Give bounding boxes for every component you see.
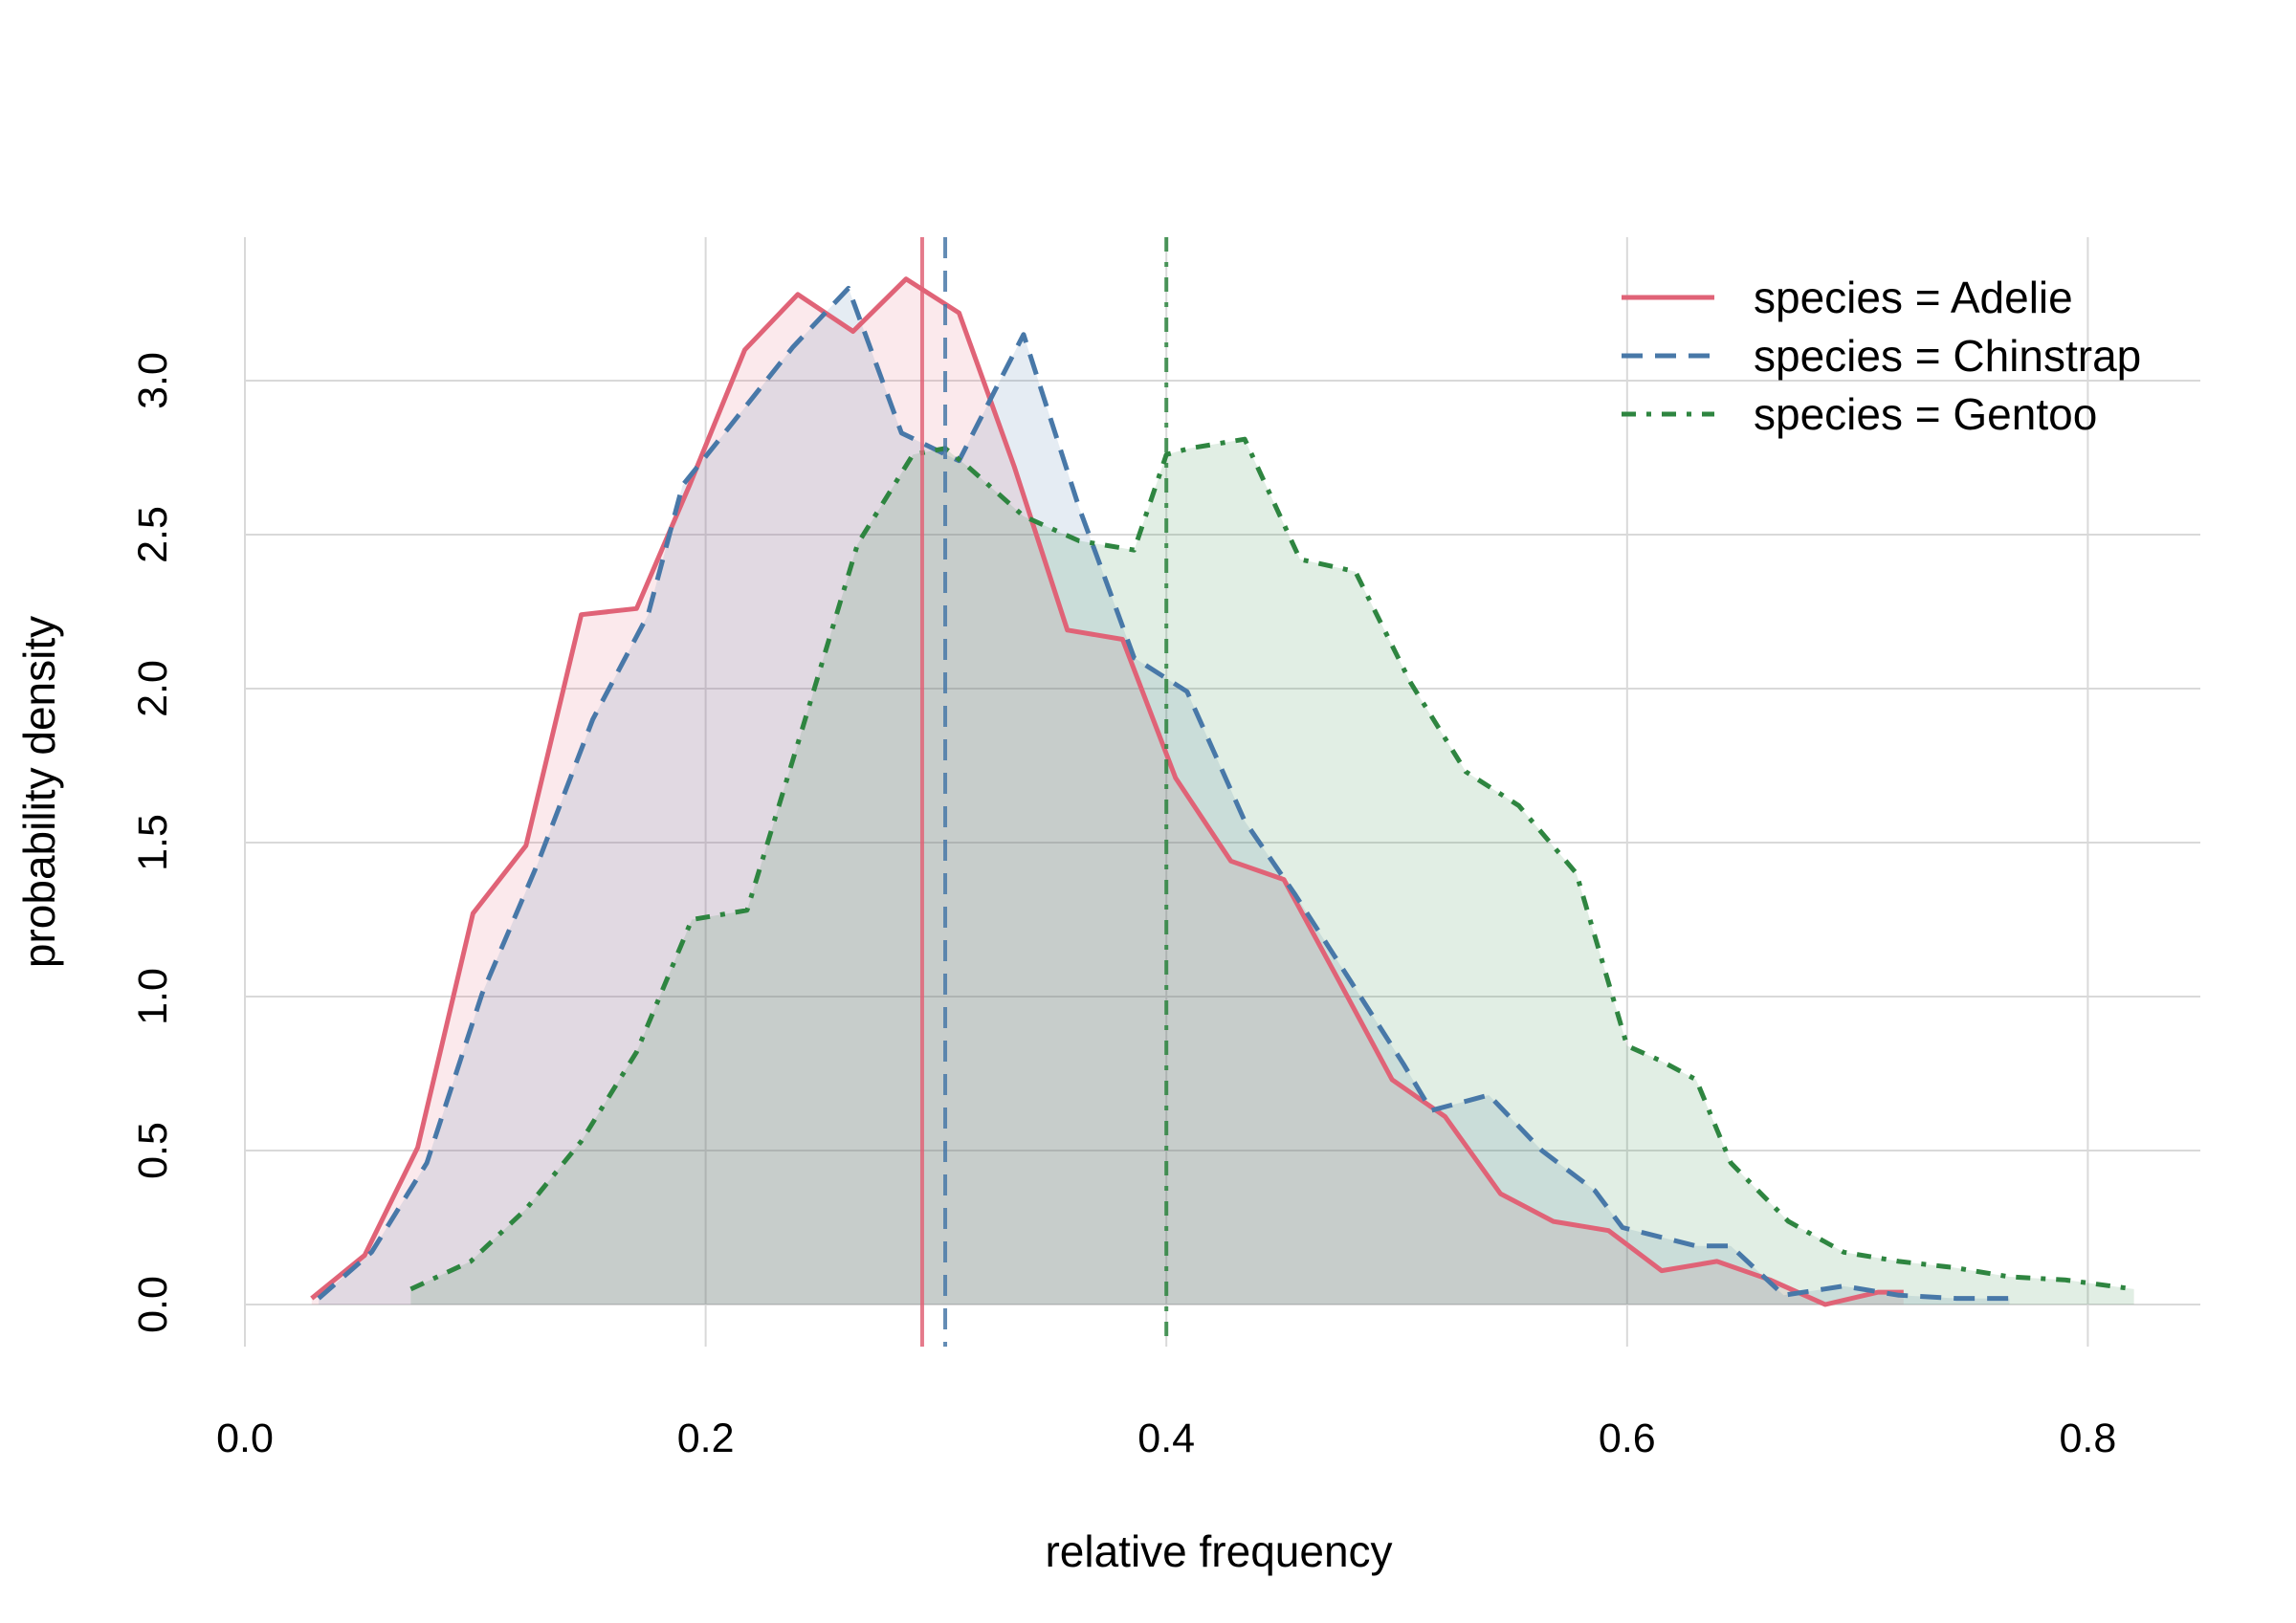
x-axis-tick-labels: 0.0 0.2 0.4 0.6 0.8: [216, 1415, 2116, 1461]
x-tick-label: 0.4: [1137, 1415, 1195, 1461]
y-tick-label: 1.0: [130, 968, 176, 1025]
line-gentoo: [409, 436, 2134, 1292]
legend-label-gentoo: species = Gentoo: [1754, 389, 2097, 439]
x-tick-label: 0.2: [677, 1415, 735, 1461]
line-chinstrap: [317, 285, 2010, 1302]
area-chinstrap: [319, 288, 2010, 1305]
x-tick-label: 0.0: [216, 1415, 274, 1461]
grid: [244, 237, 2200, 1347]
x-tick-label: 0.6: [1599, 1415, 1656, 1461]
y-axis-title: probability density: [14, 616, 64, 968]
y-tick-label: 3.0: [130, 352, 176, 409]
y-axis-tick-labels: 0.0 0.5 1.0 1.5 2.0 2.5 3.0: [130, 352, 176, 1333]
legend-label-chinstrap: species = Chinstrap: [1754, 331, 2141, 381]
y-tick-label: 0.5: [130, 1122, 176, 1179]
legend-label-adelie: species = Adelie: [1754, 273, 2073, 322]
y-tick-label: 0.0: [130, 1276, 176, 1333]
y-tick-label: 2.5: [130, 506, 176, 563]
area-adelie: [311, 278, 1904, 1305]
y-tick-label: 2.0: [130, 660, 176, 717]
legend: species = Adelie species = Chinstrap speci…: [1622, 273, 2141, 439]
y-tick-label: 1.5: [130, 814, 176, 871]
density-lines: [310, 276, 2134, 1307]
density-areas: [311, 278, 2134, 1305]
mean-lines: [919, 237, 1169, 1347]
x-tick-label: 0.8: [2060, 1415, 2117, 1461]
area-gentoo: [410, 439, 2134, 1305]
line-adelie: [310, 276, 1904, 1307]
x-axis-title: relative frequency: [1045, 1526, 1392, 1576]
